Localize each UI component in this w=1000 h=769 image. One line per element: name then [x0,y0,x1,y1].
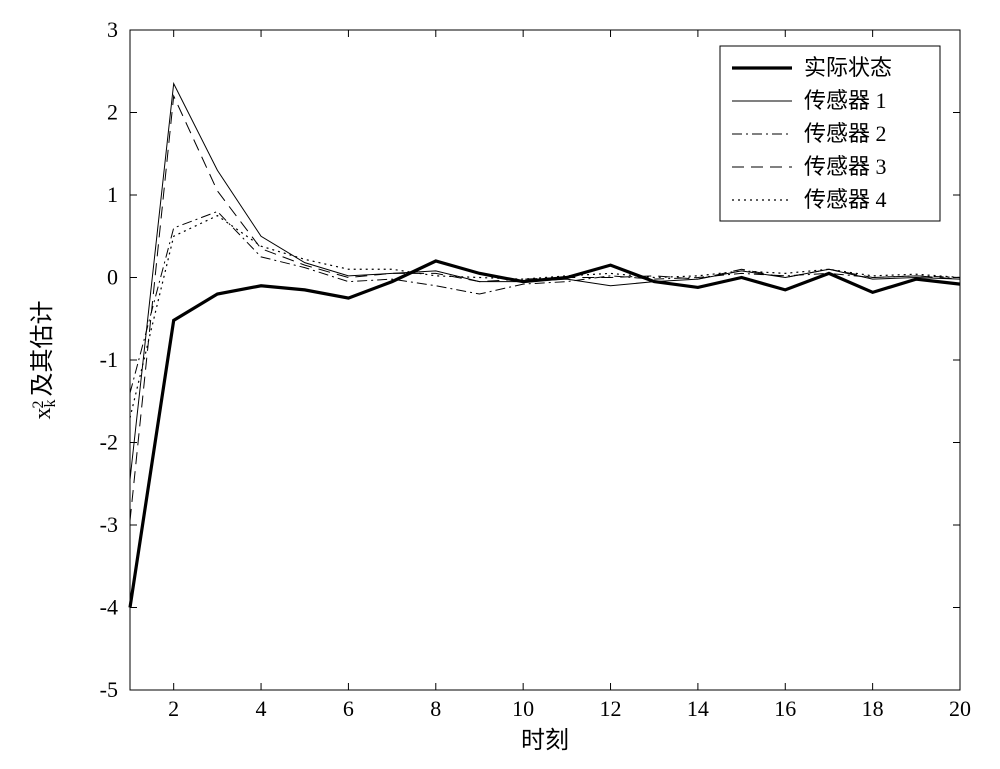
x-tick-label: 10 [512,696,534,721]
y-tick-label: 0 [107,265,118,290]
x-tick-label: 14 [687,696,709,721]
chart-container: 2468101214161820-5-4-3-2-10123时刻xk2及其估计实… [0,0,1000,769]
y-tick-label: -4 [100,595,118,620]
y-tick-label: 1 [107,182,118,207]
y-tick-label: -2 [100,430,118,455]
x-tick-label: 6 [343,696,354,721]
y-tick-label: -1 [100,347,118,372]
x-tick-label: 2 [168,696,179,721]
series-line-2 [130,212,960,394]
x-tick-label: 12 [600,696,622,721]
x-tick-label: 20 [949,696,971,721]
y-tick-label: 2 [107,100,118,125]
line-chart: 2468101214161820-5-4-3-2-10123时刻xk2及其估计实… [0,0,1000,769]
y-tick-label: -5 [100,677,118,702]
legend-label: 实际状态 [804,55,892,80]
y-axis-label: xk2及其估计 [29,301,59,420]
x-tick-label: 16 [774,696,796,721]
legend-label: 传感器 1 [804,88,887,113]
legend-label: 传感器 4 [804,187,887,212]
legend-label: 传感器 3 [804,154,887,179]
x-axis-label: 时刻 [521,727,569,754]
x-tick-label: 4 [256,696,267,721]
x-tick-label: 8 [430,696,441,721]
legend-label: 传感器 2 [804,121,887,146]
x-tick-label: 18 [862,696,884,721]
y-tick-label: 3 [107,17,118,42]
y-tick-label: -3 [100,512,118,537]
series-line-0 [130,261,960,608]
series-line-4 [130,216,960,418]
